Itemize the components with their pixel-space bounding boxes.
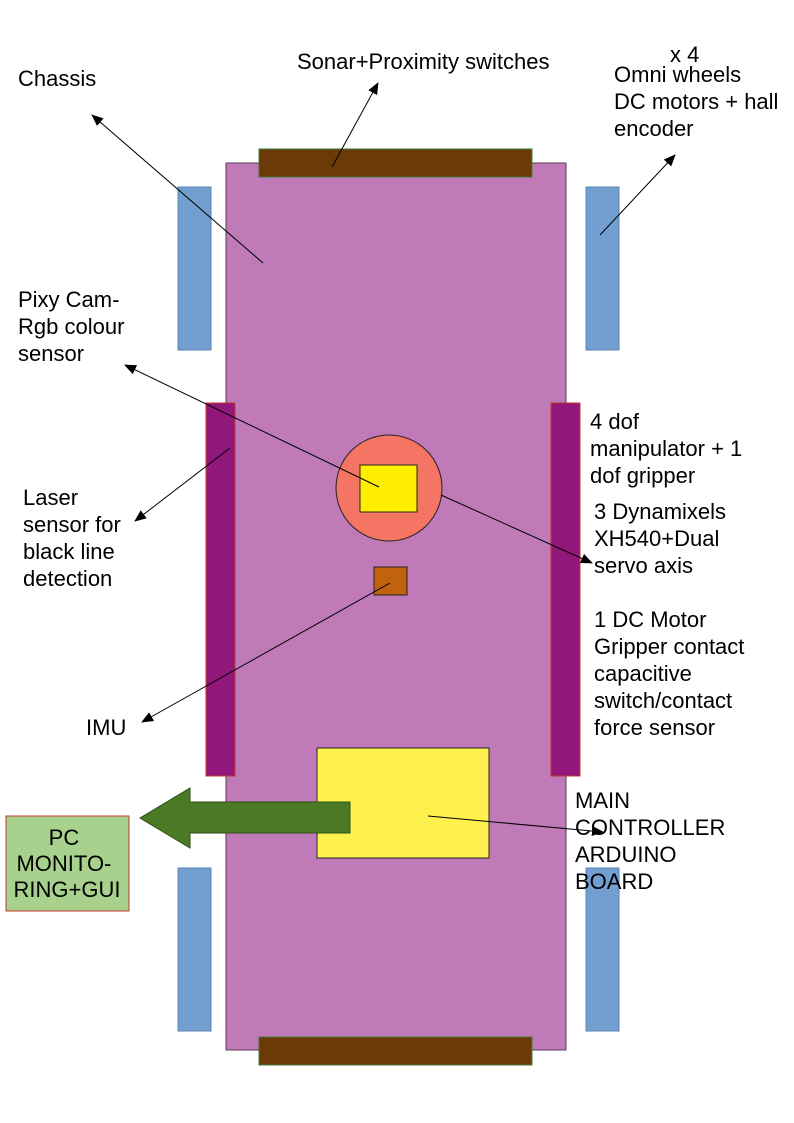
label-laser: Laser sensor for black line detection: [23, 485, 127, 591]
pointer-laser: [134, 447, 231, 522]
wheel-rear-left: [177, 867, 212, 1032]
label-omni: Omni wheels DC motors + hall encoder: [614, 62, 785, 141]
pointer-imu: [141, 582, 391, 723]
label-pixy: Pixy Cam- Rgb colour sensor: [18, 287, 131, 366]
pointer-manip: [440, 494, 593, 564]
wheel-rear-right: [585, 867, 620, 1032]
pointer-pixy: [124, 364, 380, 488]
wheel-front-left: [177, 186, 212, 351]
label-controller: MAIN CONTROLLER ARDUINO BOARD: [575, 788, 731, 894]
label-gripper: 1 DC Motor Gripper contact capacitive sw…: [594, 607, 751, 740]
pointer-controller: [427, 815, 604, 836]
pc-monitoring-box: [5, 815, 130, 912]
label-sonar: Sonar+Proximity switches: [297, 49, 549, 74]
label-chassis: Chassis: [18, 66, 96, 91]
data-link-arrow: [139, 787, 351, 849]
label-dynamixels: 3 Dynamixels XH540+Dual servo axis: [594, 499, 732, 578]
pixy-cam-square: [359, 464, 418, 513]
rail-right: [550, 402, 581, 777]
sonar-bumper-front: [258, 148, 533, 178]
pointer-chassis: [91, 114, 264, 264]
chassis-body: [225, 162, 567, 1051]
pointer-omni: [599, 154, 676, 236]
imu-block: [373, 566, 408, 596]
label-x4: x 4: [670, 42, 699, 67]
rail-left: [205, 402, 236, 777]
label-manipulator: 4 dof manipulator + 1 dof gripper: [590, 409, 748, 488]
wheel-front-right: [585, 186, 620, 351]
label-imu: IMU: [86, 715, 126, 740]
label-pc: PC MONITO- RING+GUI: [14, 825, 121, 902]
pointer-sonar: [331, 82, 379, 168]
sonar-bumper-rear: [258, 1036, 533, 1066]
